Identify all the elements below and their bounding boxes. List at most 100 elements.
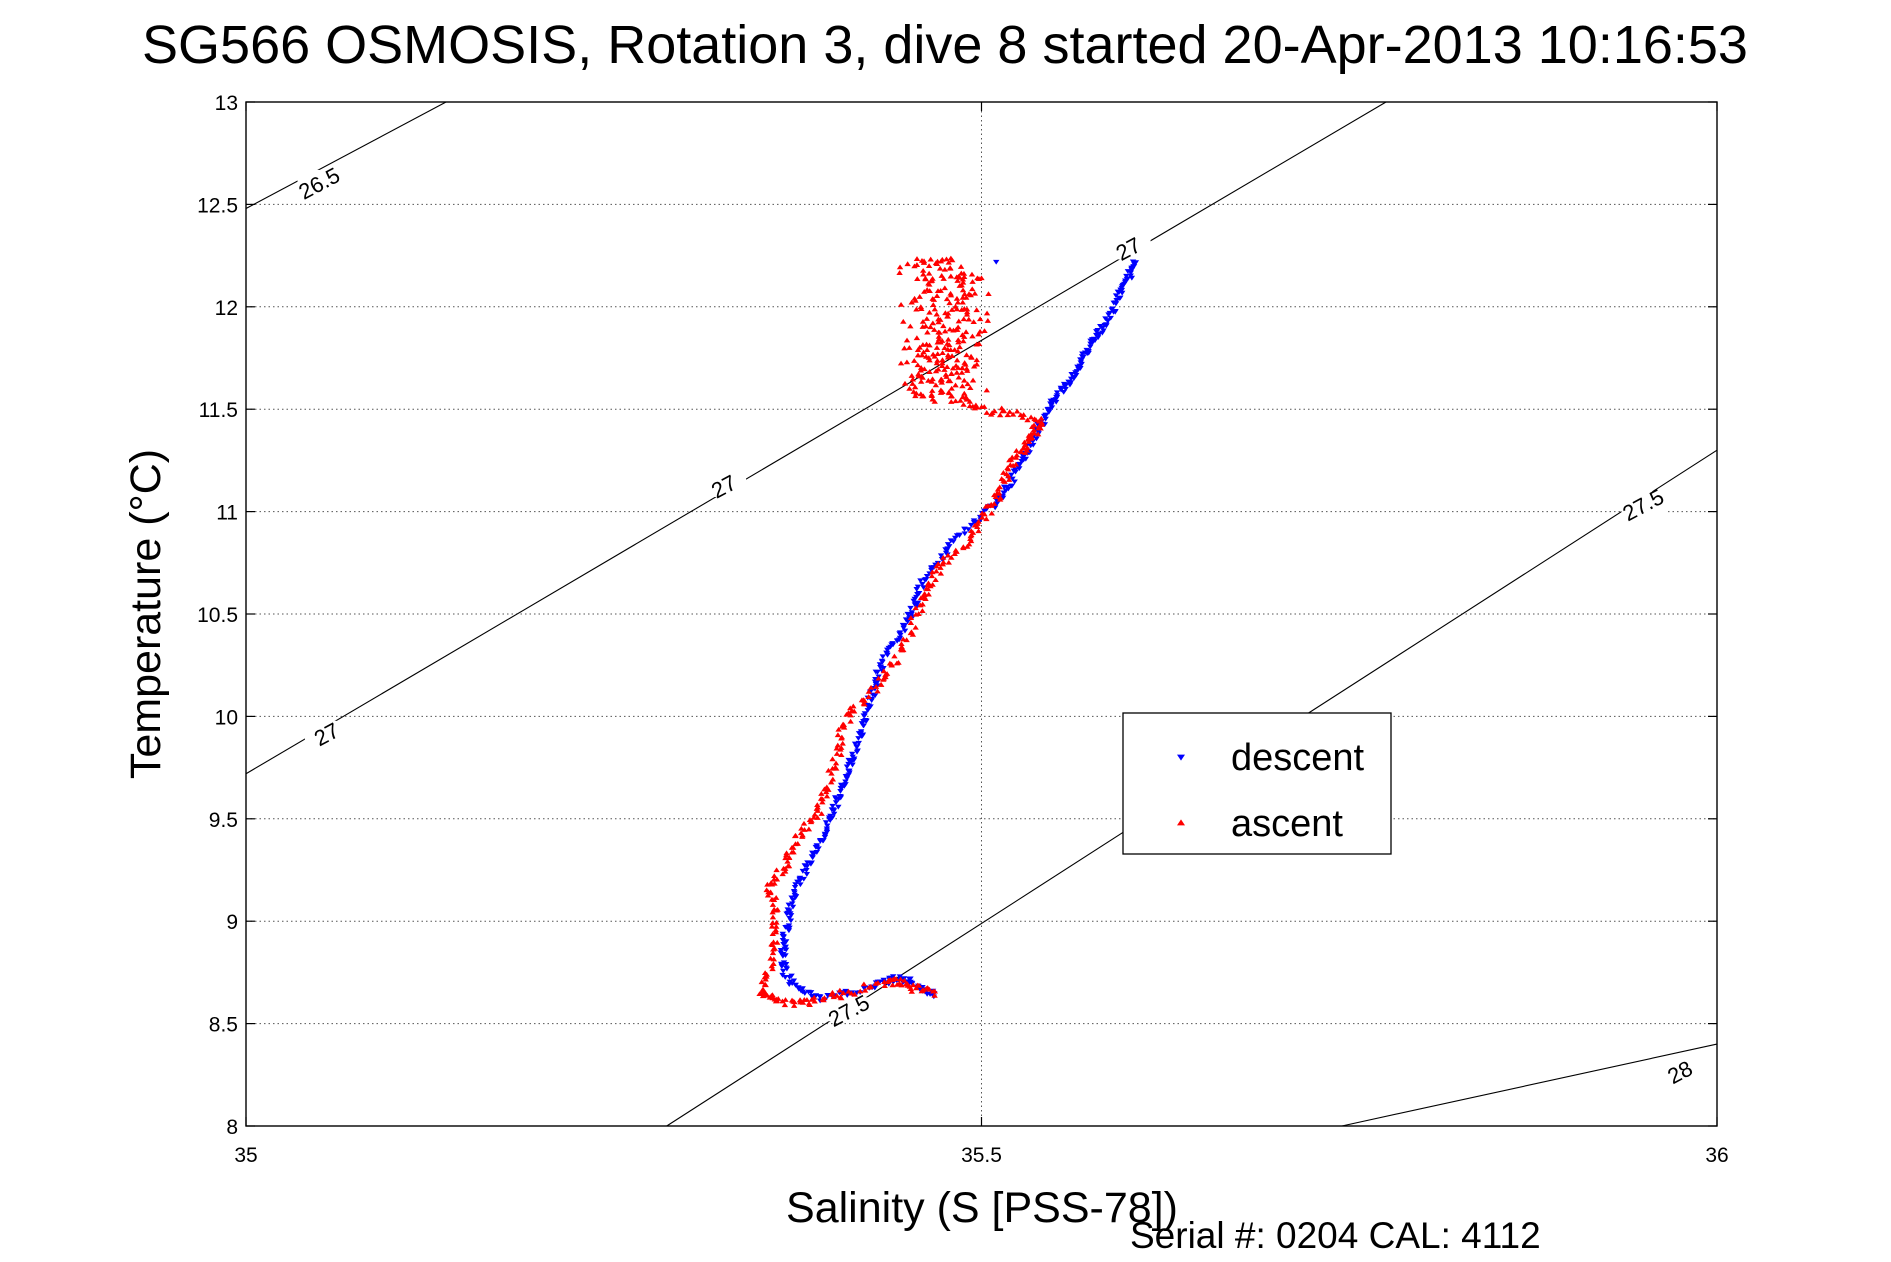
- descent-point: [1128, 267, 1136, 273]
- ascent-point: [954, 299, 962, 305]
- ascent-point: [978, 514, 986, 520]
- ascent-point: [970, 319, 977, 325]
- descent-point: [792, 982, 799, 988]
- descent-point: [804, 860, 811, 866]
- ascent-point: [918, 352, 926, 358]
- ascent-point: [1030, 430, 1038, 435]
- ascent-point: [1023, 447, 1031, 453]
- ascent-point: [1007, 462, 1014, 468]
- ascent-point: [806, 817, 814, 822]
- ascent-point: [981, 511, 988, 517]
- contour-label-backdrop: [702, 473, 747, 498]
- ascent-point: [960, 270, 968, 276]
- ascent-point: [941, 328, 949, 334]
- ascent-point: [1024, 445, 1031, 450]
- ascent-point: [872, 684, 880, 689]
- ascent-point: [966, 403, 974, 409]
- chart-title: SG566 OSMOSIS, Rotation 3, dive 8 starte…: [142, 15, 1748, 75]
- descent-point: [922, 577, 930, 583]
- ascent-point: [938, 363, 946, 369]
- descent-point: [1076, 363, 1084, 369]
- ascent-point: [909, 631, 917, 637]
- ascent-point: [773, 923, 780, 929]
- descent-point: [904, 619, 911, 625]
- ascent-point: [918, 988, 926, 994]
- ascent-point: [915, 371, 922, 377]
- descent-point: [789, 904, 797, 910]
- ascent-point: [914, 982, 921, 988]
- ascent-point: [978, 275, 985, 281]
- descent-point: [830, 811, 838, 817]
- ascent-point: [925, 270, 933, 276]
- ascent-point: [1012, 454, 1020, 460]
- ascent-point: [758, 979, 765, 985]
- ascent-point: [767, 880, 775, 885]
- ascent-point: [782, 868, 789, 874]
- ascent-point: [784, 858, 791, 864]
- descent-point: [1105, 312, 1112, 318]
- descent-point: [845, 768, 852, 774]
- ascent-point: [847, 718, 854, 724]
- descent-point: [1072, 370, 1079, 376]
- ascent-point: [931, 327, 938, 332]
- ascent-point: [943, 296, 951, 302]
- ascent-point: [1037, 425, 1044, 431]
- descent-point: [800, 876, 807, 882]
- ascent-point: [780, 865, 787, 871]
- descent-point: [816, 994, 823, 999]
- ascent-point: [959, 365, 966, 371]
- descent-point: [1068, 371, 1075, 377]
- y-axis-ticks: 8 8.5 9 9.5 10 10.5 11 11.5 12 12.5 13: [197, 92, 1717, 1139]
- ascent-point: [1013, 408, 1021, 414]
- ascent-point: [939, 357, 946, 363]
- contour-label: 26.5: [295, 162, 345, 204]
- ascent-point: [959, 394, 966, 400]
- ascent-point: [837, 746, 844, 752]
- ascent-point: [834, 742, 841, 748]
- ascent-point: [959, 279, 967, 285]
- ascent-point: [937, 288, 944, 293]
- ascent-point: [1006, 409, 1013, 414]
- ascent-point: [923, 347, 931, 353]
- ascent-point: [814, 815, 821, 820]
- ascent-point: [952, 398, 959, 404]
- ascent-point: [963, 352, 970, 358]
- ascent-point: [819, 799, 826, 805]
- ascent-point: [908, 299, 915, 305]
- descent-point: [781, 946, 788, 952]
- descent-point: [884, 652, 891, 658]
- ascent-point: [861, 701, 868, 707]
- descent-point: [791, 884, 799, 890]
- descent-point: [1093, 332, 1100, 338]
- ascent-point: [934, 358, 941, 363]
- ascent-point: [891, 975, 898, 981]
- ascent-point: [922, 275, 929, 281]
- descent-point: [1047, 401, 1054, 407]
- ascent-point: [898, 982, 905, 988]
- ascent-point: [944, 346, 952, 352]
- ascent-point: [949, 365, 957, 371]
- ascent-point: [914, 276, 921, 281]
- descent-point: [1078, 354, 1086, 360]
- x-axis-label: Salinity (S [PSS-78]): [786, 1184, 1178, 1232]
- ascent-point: [913, 306, 920, 312]
- ascent-point: [963, 309, 971, 315]
- ascent-point: [901, 977, 908, 983]
- ascent-point: [860, 981, 868, 987]
- ascent-point: [805, 1000, 813, 1006]
- descent-point: [843, 764, 851, 770]
- descent-point: [1019, 456, 1026, 462]
- ascent-point: [811, 811, 819, 817]
- ascent-point: [788, 997, 796, 1003]
- ascent-point: [975, 341, 983, 346]
- ascent-point: [867, 684, 875, 690]
- descent-point: [1060, 389, 1067, 395]
- ascent-point: [896, 270, 903, 275]
- descent-point: [961, 531, 968, 537]
- ascent-point: [1031, 416, 1038, 422]
- ascent-point: [875, 675, 882, 681]
- contour-label-backdrop: [1621, 491, 1666, 516]
- ascent-point: [964, 381, 971, 387]
- ascent-point: [971, 405, 978, 411]
